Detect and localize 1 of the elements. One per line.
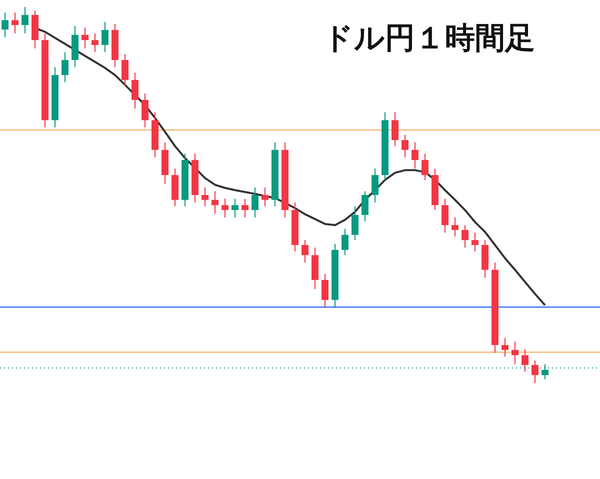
title: ドル円１時間足 bbox=[323, 21, 535, 56]
